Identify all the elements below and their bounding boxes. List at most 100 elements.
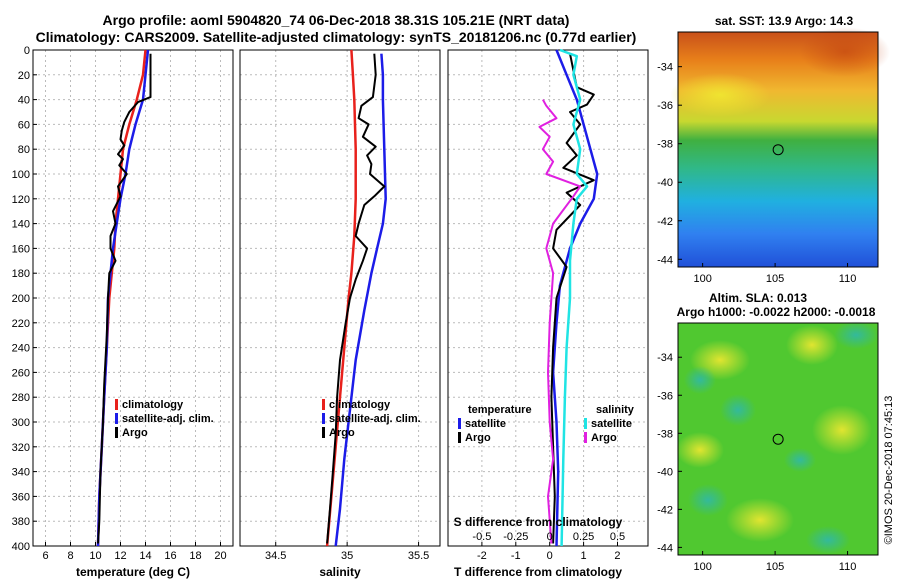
series-line-satellite-adj-clim- <box>334 53 387 547</box>
title-line-1: Argo profile: aoml 5904820_74 06-Dec-201… <box>103 12 570 28</box>
series-line-salinity-argo <box>538 99 582 544</box>
map-y-tick-label: -38 <box>657 139 673 151</box>
x-tick-label: 35 <box>341 550 353 562</box>
legend-swatch <box>322 413 325 424</box>
legend-swatch <box>322 427 325 438</box>
map-x-tick-label: 100 <box>693 273 711 285</box>
legend-label: climatology <box>329 399 391 411</box>
legend-swatch <box>115 427 118 438</box>
legend-swatch <box>584 418 587 429</box>
legend-label: satellite-adj. clim. <box>329 413 421 425</box>
legend-swatch <box>115 413 118 424</box>
y-tick-label: 120 <box>12 194 30 206</box>
sla-cyan-blob <box>784 448 816 472</box>
sst-argo-marker <box>772 144 784 156</box>
x-axis-label: temperature (deg C) <box>76 565 190 579</box>
y-tick-label: 380 <box>12 516 30 528</box>
legend-label: satellite <box>465 418 506 430</box>
y-tick-label: 200 <box>12 293 30 305</box>
sla-map-title: Altim. SLA: 0.013 <box>709 291 807 305</box>
x-tick-label: 18 <box>189 550 201 562</box>
legend-title-temperature: temperature <box>468 404 532 416</box>
sla-map-panel: Altim. SLA: 0.013 Argo h1000: -0.0022 h2… <box>657 291 879 573</box>
series-line-argo <box>97 53 152 544</box>
sla-cyan-blob <box>688 484 728 516</box>
imos-credit: ©IMOS 20-Dec-2018 07:45:13 <box>883 396 895 545</box>
x-tick-label: 1 <box>581 550 587 562</box>
y-tick-label: 260 <box>12 367 30 379</box>
y-tick-label: 40 <box>18 95 30 107</box>
sla-cyan-blob <box>684 366 716 394</box>
y-tick-label: 280 <box>12 392 30 404</box>
x-axis-label: T difference from climatology <box>454 565 622 579</box>
legend-label: satellite-adj. clim. <box>122 413 214 425</box>
x-tick-label: 12 <box>114 550 126 562</box>
x-tick-label: 10 <box>89 550 101 562</box>
x-tick-label: 6 <box>42 550 48 562</box>
legend-label: Argo <box>329 427 355 439</box>
x-tick-label: -2 <box>477 550 487 562</box>
sla-cyan-blob <box>834 321 878 349</box>
x-axis-label: salinity <box>319 565 361 579</box>
sst-map-frame <box>677 31 879 268</box>
plot-frame <box>239 49 441 547</box>
map-y-tick-label: -40 <box>657 466 673 478</box>
map-x-tick-label: 105 <box>766 273 784 285</box>
map-y-tick-label: -44 <box>657 254 673 266</box>
sst-map-panel: sat. SST: 13.9 Argo: 14.3 100 105 110 -34 -3… <box>657 14 890 285</box>
map-y-tick-label: -42 <box>657 504 673 516</box>
map-x-tick-label: 110 <box>839 561 857 573</box>
sla-cyan-blob <box>806 526 850 554</box>
legend-swatch <box>115 399 118 410</box>
plot-frame <box>447 49 649 547</box>
x-tick-label: -1 <box>511 550 521 562</box>
sst-yellow-patch <box>670 73 770 117</box>
y-tick-label: 300 <box>12 417 30 429</box>
x-tick-label: 2 <box>614 550 620 562</box>
map-y-tick-label: -42 <box>657 216 673 228</box>
sla-map-subtitle: Argo h1000: -0.0022 h2000: -0.0018 <box>677 305 876 319</box>
y-tick-label: 180 <box>12 268 30 280</box>
x-tick-label: 35.5 <box>408 550 429 562</box>
y-tick-label: 80 <box>18 144 30 156</box>
x2-tick-label: -0.5 <box>472 531 491 543</box>
legend-title-salinity: salinity <box>596 404 635 416</box>
legend-swatch <box>584 432 587 443</box>
map-y-tick-label: -36 <box>657 390 673 402</box>
y-tick-label: 320 <box>12 442 30 454</box>
difference-panel: -2 -1 0 1 2 T difference from climatology temp… <box>447 48 649 579</box>
y-tick-label: 220 <box>12 318 30 330</box>
x2-tick-label: 0.5 <box>610 531 625 543</box>
map-y-tick-label: -34 <box>657 352 673 364</box>
sla-yellow-blob <box>812 405 872 455</box>
sla-yellow-blob <box>786 325 838 365</box>
sst-map-axes: 100 105 110 -34 -36 -38 -40 -42 -44 <box>657 62 856 285</box>
y-tick-label: 0 <box>24 45 30 57</box>
y-tick-label: 160 <box>12 243 30 255</box>
map-y-tick-label: -38 <box>657 428 673 440</box>
sst-warm-patch <box>800 27 890 77</box>
sla-yellow-blob <box>726 498 794 542</box>
x-tick-label: 34.5 <box>265 550 286 562</box>
sla-map-frame <box>677 322 879 556</box>
map-x-tick-label: 110 <box>839 273 857 285</box>
x-tick-label: 14 <box>139 550 151 562</box>
legend-swatch <box>458 432 461 443</box>
y-tick-label: 100 <box>12 169 30 181</box>
temperature-panel: 6 8 10 12 14 16 18 2002040608010012014016018020… <box>12 45 234 579</box>
legend-swatch <box>458 418 461 429</box>
map-y-tick-label: -44 <box>657 542 673 554</box>
x-tick-label: 20 <box>214 550 226 562</box>
map-y-tick-label: -36 <box>657 100 673 112</box>
map-y-tick-label: -34 <box>657 62 673 74</box>
series-line-argo <box>326 53 386 544</box>
y-tick-label: 400 <box>12 541 30 553</box>
y-tick-label: 340 <box>12 467 30 479</box>
x-tick-label: 8 <box>67 550 73 562</box>
legend-label: Argo <box>465 432 491 444</box>
map-x-tick-label: 100 <box>693 561 711 573</box>
salinity-panel: 34.5 35 35.5 salinity climatology satellite-a… <box>239 49 441 579</box>
y-tick-label: 360 <box>12 491 30 503</box>
map-y-tick-label: -40 <box>657 177 673 189</box>
